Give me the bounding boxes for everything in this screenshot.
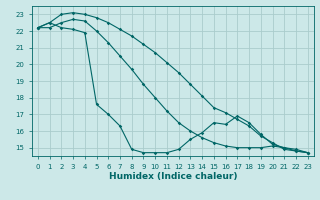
- X-axis label: Humidex (Indice chaleur): Humidex (Indice chaleur): [108, 172, 237, 181]
